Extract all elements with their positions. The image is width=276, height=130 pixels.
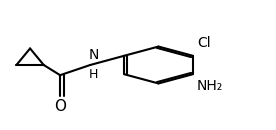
Text: NH₂: NH₂ bbox=[197, 79, 223, 93]
Text: N: N bbox=[88, 48, 99, 62]
Text: Cl: Cl bbox=[197, 36, 211, 50]
Text: H: H bbox=[89, 68, 98, 81]
Text: O: O bbox=[54, 99, 66, 114]
